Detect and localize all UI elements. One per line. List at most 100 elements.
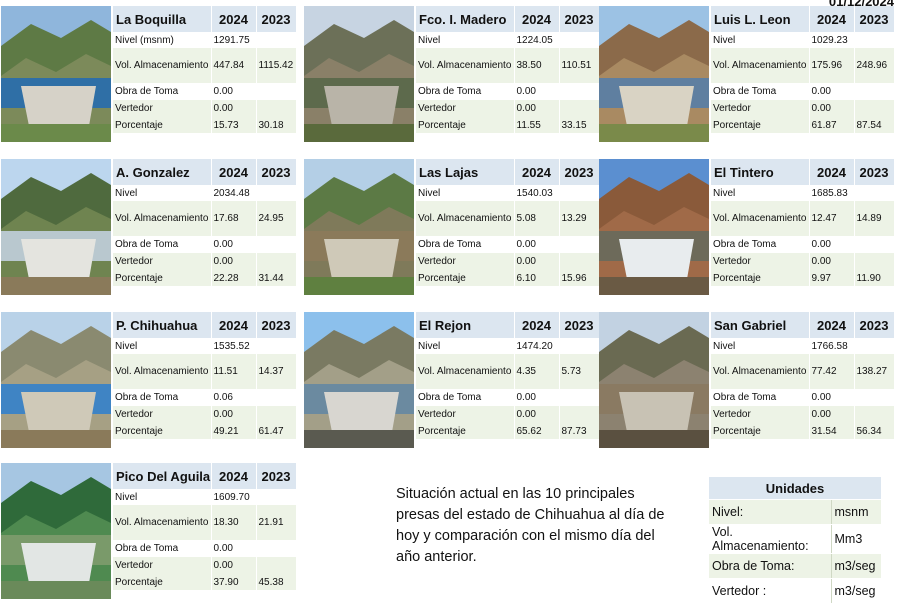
units-label: Obra de Toma: <box>709 553 831 579</box>
dam-name: P. Chihuahua <box>113 312 212 338</box>
porcentaje-2023-value: 56.34 <box>854 423 895 439</box>
vol-2023-value: 138.27 <box>854 354 895 389</box>
vertedor-label: Vertedor <box>113 100 212 117</box>
vertedor-value: 0.00 <box>211 406 257 423</box>
year-2024-header: 2024 <box>514 159 560 185</box>
obra-label: Obra de Toma <box>113 236 212 253</box>
vertedor-label: Vertedor <box>711 100 810 117</box>
dam-table: A. Gonzalez 2024 2023 Nivel 2034.48 Vol. Alma… <box>113 159 297 286</box>
vertedor-label: Vertedor <box>113 406 212 423</box>
empty-cell <box>256 489 297 505</box>
units-title: Unidades <box>709 477 882 500</box>
vol-2023-value: 14.37 <box>256 354 297 389</box>
year-2023-header: 2023 <box>559 159 600 185</box>
obra-value: 0.00 <box>514 83 560 100</box>
obra-value: 0.00 <box>514 236 560 253</box>
obra-label: Obra de Toma <box>113 83 212 100</box>
vol-label: Vol. Almacenamiento <box>416 201 515 236</box>
empty-cell <box>256 32 297 48</box>
empty-cell <box>256 185 297 201</box>
porcentaje-2023-value: 87.54 <box>854 117 895 133</box>
year-2023-header: 2023 <box>256 463 297 489</box>
porcentaje-2023-value: 33.15 <box>559 117 600 133</box>
vol-label: Vol. Almacenamiento <box>711 48 810 83</box>
empty-cell <box>854 32 895 48</box>
vertedor-label: Vertedor <box>711 253 810 270</box>
obra-value: 0.00 <box>809 83 855 100</box>
dam-name: A. Gonzalez <box>113 159 212 185</box>
vertedor-label: Vertedor <box>113 253 212 270</box>
dam-table: Fco. I. Madero 2024 2023 Nivel 1224.05 Vol. A… <box>416 6 600 133</box>
porcentaje-2024-value: 9.97 <box>809 270 855 286</box>
nivel-label: Nivel <box>416 338 515 354</box>
vertedor-value: 0.00 <box>809 406 855 423</box>
vol-2024-value: 11.51 <box>211 354 257 389</box>
empty-cell <box>256 83 297 100</box>
obra-value: 0.00 <box>809 236 855 253</box>
porcentaje-label: Porcentaje <box>113 574 212 590</box>
vol-label: Vol. Almacenamiento <box>711 201 810 236</box>
obra-label: Obra de Toma <box>711 389 810 406</box>
dam-name: San Gabriel <box>711 312 810 338</box>
empty-cell <box>559 236 600 253</box>
empty-cell <box>854 389 895 406</box>
vertedor-value: 0.00 <box>211 100 257 117</box>
obra-value: 0.00 <box>211 540 257 557</box>
vertedor-label: Vertedor <box>416 253 515 270</box>
dam-card: El Tintero 2024 2023 Nivel 1685.83 Vol. Almac… <box>599 159 895 295</box>
dam-photo <box>304 312 414 448</box>
year-2024-header: 2024 <box>809 312 855 338</box>
dam-photo <box>304 159 414 295</box>
units-value: msnm <box>830 499 882 525</box>
obra-value: 0.00 <box>514 389 560 406</box>
vol-2024-value: 17.68 <box>211 201 257 236</box>
nivel-label: Nivel <box>711 32 810 48</box>
year-2024-header: 2024 <box>514 312 560 338</box>
porcentaje-2023-value: 45.38 <box>256 574 297 590</box>
porcentaje-2024-value: 61.87 <box>809 117 855 133</box>
empty-cell <box>559 253 600 270</box>
vol-label: Vol. Almacenamiento <box>113 354 212 389</box>
vol-label: Vol. Almacenamiento <box>711 354 810 389</box>
dam-photo <box>1 159 111 295</box>
nivel-label: Nivel <box>113 338 212 354</box>
porcentaje-2024-value: 22.28 <box>211 270 257 286</box>
porcentaje-2024-value: 49.21 <box>211 423 257 439</box>
year-2023-header: 2023 <box>854 159 895 185</box>
vol-label: Vol. Almacenamiento <box>113 201 212 236</box>
porcentaje-2024-value: 11.55 <box>514 117 560 133</box>
dam-photo <box>1 6 111 142</box>
year-2024-header: 2024 <box>211 463 257 489</box>
dam-name: Pico Del Aguila <box>113 463 212 489</box>
year-2024-header: 2024 <box>211 159 257 185</box>
empty-cell <box>559 389 600 406</box>
empty-cell <box>256 389 297 406</box>
porcentaje-label: Porcentaje <box>113 423 212 439</box>
dam-card: Fco. I. Madero 2024 2023 Nivel 1224.05 Vol. A… <box>304 6 600 142</box>
porcentaje-label: Porcentaje <box>711 423 810 439</box>
nivel-value: 1291.75 <box>211 32 257 48</box>
year-2023-header: 2023 <box>854 6 895 32</box>
nivel-label: Nivel (msnm) <box>113 32 212 48</box>
vertedor-value: 0.00 <box>809 100 855 117</box>
year-2023-header: 2023 <box>256 159 297 185</box>
porcentaje-label: Porcentaje <box>416 117 515 133</box>
porcentaje-2023-value: 87.73 <box>559 423 600 439</box>
obra-label: Obra de Toma <box>113 389 212 406</box>
description-text: Situación actual en las 10 principales p… <box>396 486 665 565</box>
empty-cell <box>854 83 895 100</box>
year-2023-header: 2023 <box>559 312 600 338</box>
vertedor-label: Vertedor <box>113 557 212 574</box>
vol-2023-value: 110.51 <box>559 48 600 83</box>
empty-cell <box>559 185 600 201</box>
obra-value: 0.06 <box>211 389 257 406</box>
vol-2024-value: 4.35 <box>514 354 560 389</box>
vol-2024-value: 77.42 <box>809 354 855 389</box>
year-2023-header: 2023 <box>559 6 600 32</box>
porcentaje-label: Porcentaje <box>113 270 212 286</box>
vol-label: Vol. Almacenamiento <box>416 48 515 83</box>
units-value: Mm3 <box>830 524 882 554</box>
obra-label: Obra de Toma <box>113 540 212 557</box>
dam-table: P. Chihuahua 2024 2023 Nivel 1535.52 Vol. Alm… <box>113 312 297 439</box>
empty-cell <box>559 406 600 423</box>
